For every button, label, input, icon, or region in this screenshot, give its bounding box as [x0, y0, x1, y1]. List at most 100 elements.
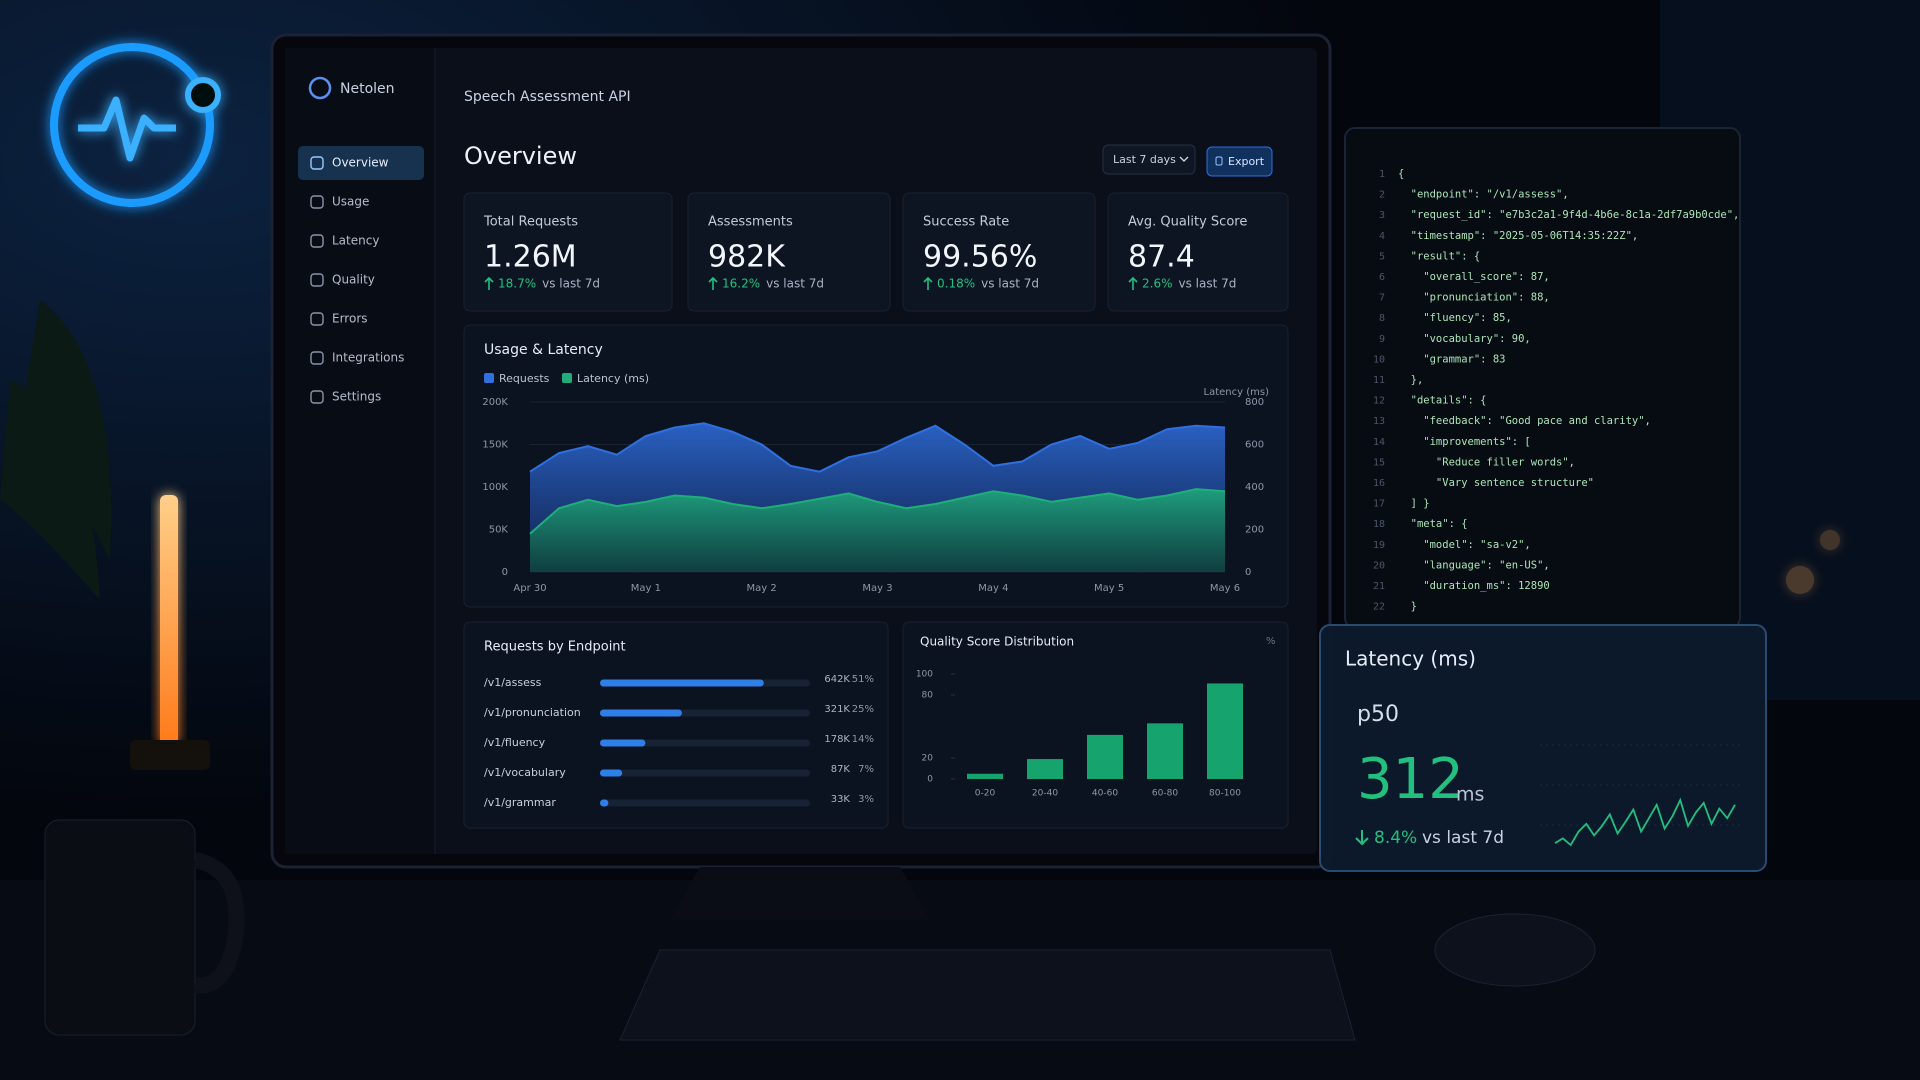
- code-line-number: 22: [1373, 602, 1385, 613]
- x-tick-label: May 3: [862, 583, 892, 594]
- nav-icon: [310, 195, 324, 209]
- legend-label: Latency (ms): [577, 372, 649, 385]
- y-tick-label: 100: [916, 670, 933, 680]
- code-line-number: 19: [1373, 540, 1385, 551]
- bar-track: [600, 799, 810, 807]
- code-line-number: 3: [1379, 210, 1385, 221]
- lamp-base: [130, 740, 210, 770]
- down-arrow: [1355, 830, 1369, 846]
- y-tick-label: 100K: [482, 482, 508, 493]
- category-label: /v1/grammar: [484, 796, 556, 809]
- code-line: "fluency": 85,: [1398, 312, 1512, 324]
- kpi-value: 87.4: [1128, 240, 1195, 275]
- city-light: [1786, 566, 1814, 594]
- bar-track: [600, 739, 810, 747]
- code-line: "grammar": 83: [1398, 353, 1505, 365]
- share-label: 14%: [852, 734, 874, 745]
- unit-label: %: [1266, 636, 1276, 647]
- y2-tick-label: 400: [1245, 482, 1264, 493]
- keyboard: [619, 949, 1356, 1041]
- lamp: [160, 495, 178, 745]
- y-tick-label: 0: [502, 567, 508, 578]
- mouse: [1434, 913, 1596, 987]
- kpi-value: 982K: [708, 240, 786, 275]
- y-tick-label: 20: [922, 754, 934, 764]
- nav-item: Settings: [332, 390, 381, 404]
- legend-label: Requests: [499, 372, 550, 385]
- kpi-label: Assessments: [708, 215, 793, 230]
- y2-tick-label: 200: [1245, 525, 1264, 536]
- up-arrow: [708, 276, 718, 290]
- nav-icon: [310, 390, 324, 404]
- share-label: 25%: [852, 704, 874, 715]
- code-line-number: 16: [1373, 478, 1385, 489]
- code-line-number: 2: [1379, 190, 1385, 201]
- code-line-number: 11: [1373, 375, 1385, 386]
- kpi-card: [1107, 192, 1289, 312]
- code-line: "language": "en-US",: [1398, 559, 1550, 571]
- code-line: "endpoint": "/v1/assess",: [1398, 189, 1569, 201]
- latency-delta: 8.4%: [1374, 828, 1417, 848]
- category-label: /v1/assess: [484, 676, 542, 689]
- code-line: "overall_score": 87,: [1398, 271, 1550, 283]
- y2-tick-label: 800: [1245, 397, 1264, 408]
- bar: [600, 739, 646, 747]
- line: [529, 422, 1226, 473]
- code-line: {: [1398, 168, 1404, 180]
- share-label: 7%: [858, 764, 874, 775]
- code-line: "meta": {: [1398, 518, 1468, 530]
- code-line-number: 15: [1373, 457, 1385, 468]
- code-line-number: 8: [1379, 313, 1385, 324]
- nav-item: Integrations: [332, 351, 404, 365]
- nav-icon: [310, 351, 324, 365]
- code-line: "duration_ms": 12890: [1398, 580, 1550, 592]
- kpi-value: 99.56%: [923, 240, 1037, 275]
- nav-active: [298, 146, 424, 180]
- mug-handle: [193, 852, 245, 994]
- code-line: ] }: [1398, 498, 1430, 510]
- kpi-card: [687, 192, 891, 312]
- value-label: 33K: [831, 794, 851, 805]
- nav-item: Latency: [332, 234, 379, 248]
- area: [530, 489, 1225, 572]
- product-name: Speech Assessment API: [464, 89, 631, 105]
- mug: [44, 819, 196, 1036]
- y2-tick-label: 0: [1245, 567, 1251, 578]
- code-line: "timestamp": "2025-05-06T14:35:22Z",: [1398, 230, 1638, 242]
- bar: [600, 679, 764, 687]
- x-tick-label: 40-60: [1092, 789, 1118, 799]
- range-button[interactable]: [1102, 144, 1196, 175]
- plant: [0, 300, 112, 600]
- bar: [600, 709, 682, 717]
- code-line: "vocabulary": 90,: [1398, 333, 1531, 345]
- nav-item: Usage: [332, 195, 369, 209]
- neon-logo: [50, 43, 221, 207]
- chart-title: Requests by Endpoint: [484, 640, 626, 655]
- export-button[interactable]: [1206, 146, 1273, 177]
- code-line-number: 1: [1379, 169, 1385, 180]
- code-line: "pronunciation": 88,: [1398, 292, 1550, 304]
- x-tick-label: May 2: [747, 583, 777, 594]
- x-tick-label: Apr 30: [513, 583, 546, 594]
- export-icon: [1215, 156, 1223, 166]
- city-light: [1820, 530, 1840, 550]
- code-line-number: 10: [1373, 354, 1385, 365]
- bar: [1087, 734, 1123, 779]
- chart-title: Usage & Latency: [484, 342, 603, 358]
- y2-tick-label: 600: [1245, 440, 1264, 451]
- y-tick-label: 150K: [482, 440, 508, 451]
- category-label: /v1/pronunciation: [484, 706, 581, 719]
- brand-name: Netolen: [340, 81, 395, 97]
- sidebar-panel: [285, 48, 435, 854]
- kpi-comparison: vs last 7d: [766, 277, 824, 291]
- monitor-stand: [670, 867, 930, 920]
- y-tick-label: 0: [927, 775, 933, 785]
- latency-metric: p50: [1357, 702, 1399, 727]
- chart-title: Quality Score Distribution: [920, 635, 1074, 649]
- value-label: 178K: [824, 734, 850, 745]
- x-tick-label: 60-80: [1152, 789, 1178, 799]
- nav-icon: [310, 273, 324, 287]
- bar: [600, 799, 609, 807]
- value-label: 87K: [831, 764, 851, 775]
